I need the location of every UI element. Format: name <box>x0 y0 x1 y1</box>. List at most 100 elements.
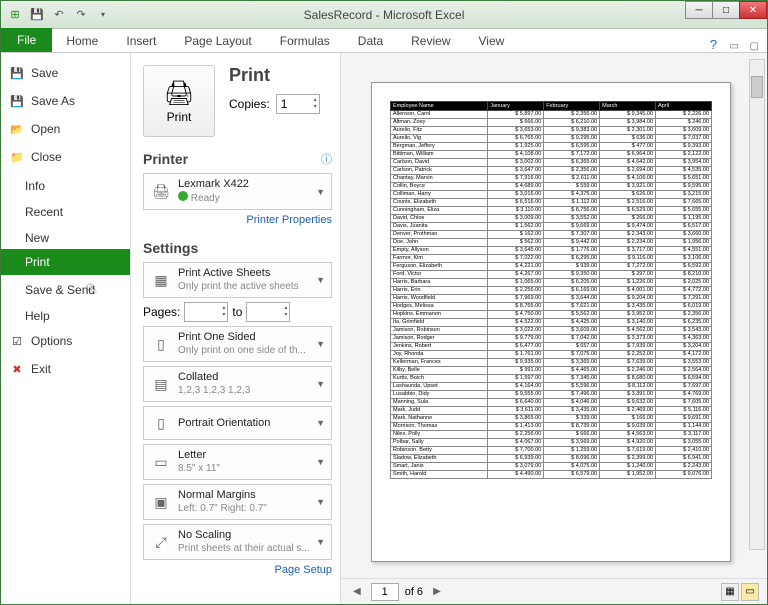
save-icon: 💾 <box>9 65 25 81</box>
tab-review[interactable]: Review <box>397 30 464 52</box>
close-icon: 📁 <box>9 149 25 165</box>
paper-title: Letter <box>178 449 220 462</box>
portrait-icon: ▯ <box>150 412 172 434</box>
sides-dropdown[interactable]: ▯ Print One SidedOnly print on one side … <box>143 326 332 362</box>
pages-from-input[interactable] <box>184 302 228 322</box>
sheets-icon: ▦ <box>150 269 172 291</box>
nav-open-label: Open <box>31 122 60 136</box>
tab-page-layout[interactable]: Page Layout <box>170 30 265 52</box>
orientation-dropdown[interactable]: ▯ Portrait Orientation ▼ <box>143 406 332 440</box>
qat-dropdown-icon[interactable]: ▾ <box>93 5 113 25</box>
print-preview: Employee NameJanuaryFebruaryMarchAprilAl… <box>341 53 767 604</box>
paper-dropdown[interactable]: ▭ Letter8.5" x 11" ▼ <box>143 444 332 480</box>
copies-input[interactable]: 1 <box>276 94 320 114</box>
scaling-title: No Scaling <box>178 529 310 542</box>
print-button-label: Print <box>167 110 192 124</box>
nav-exit[interactable]: ✖Exit <box>1 355 130 383</box>
margins-icon: ▣ <box>150 491 172 513</box>
undo-icon[interactable]: ↶ <box>49 5 69 25</box>
nav-options[interactable]: ☑ Options <box>1 327 130 355</box>
collate-icon: ▤ <box>150 373 172 395</box>
nav-open[interactable]: 📂 Open <box>1 115 130 143</box>
help-icon[interactable]: ? <box>710 37 717 52</box>
excel-icon: ⊞ <box>5 5 25 25</box>
printer-properties-link[interactable]: Printer Properties <box>143 214 332 226</box>
vertical-scrollbar[interactable] <box>749 59 765 550</box>
paper-sub: 8.5" x 11" <box>178 462 220 475</box>
chevron-down-icon: ▼ <box>316 497 325 507</box>
nav-print[interactable]: Print <box>1 249 130 275</box>
zoom-to-page-button[interactable]: ▭ <box>741 583 759 601</box>
scrollbar-thumb[interactable] <box>751 76 763 98</box>
restore-icon[interactable]: ▢ <box>750 41 759 52</box>
chevron-down-icon: ▼ <box>316 275 325 285</box>
options-icon: ☑ <box>9 333 25 349</box>
pages-to-label: to <box>232 305 242 319</box>
print-button[interactable]: 🖨 Print <box>143 65 215 137</box>
nav-recent[interactable]: Recent <box>1 197 130 223</box>
nav-save-send[interactable]: Save & Send <box>1 275 130 301</box>
nav-info[interactable]: Info <box>1 171 130 197</box>
chevron-down-icon: ▼ <box>316 339 325 349</box>
chevron-down-icon: ▼ <box>316 379 325 389</box>
printer-icon: 🖨 <box>164 79 194 108</box>
nav-options-label: Options <box>31 334 72 348</box>
scaling-sub: Print sheets at their actual s... <box>178 542 310 555</box>
minimize-ribbon-icon[interactable]: ▭ <box>730 41 739 52</box>
tab-insert[interactable]: Insert <box>112 30 170 52</box>
scaling-icon: ⤢ <box>150 531 172 553</box>
collate-sub: 1,2,3 1,2,3 1,2,3 <box>178 384 250 397</box>
sides-sub: Only print on one side of th... <box>178 344 306 357</box>
chevron-down-icon: ▼ <box>316 537 325 547</box>
copies-value: 1 <box>281 97 288 111</box>
titlebar: ⊞ 💾 ↶ ↷ ▾ SalesRecord - Microsoft Excel … <box>1 1 767 29</box>
exit-icon: ✖ <box>9 361 25 377</box>
next-page-button[interactable]: ▶ <box>429 584 445 599</box>
scaling-dropdown[interactable]: ⤢ No ScalingPrint sheets at their actual… <box>143 524 332 560</box>
nav-help[interactable]: Help <box>1 301 130 327</box>
pages-to-input[interactable] <box>246 302 290 322</box>
print-settings-panel: 🖨 Print Print Copies: 1 Printerⓘ 🖨 Lexma… <box>131 53 341 604</box>
chevron-down-icon: ▼ <box>316 457 325 467</box>
open-icon: 📂 <box>9 121 25 137</box>
tab-data[interactable]: Data <box>344 30 397 52</box>
backstage-nav: 💾Save 💾Save As 📂Open 📁Close Info Recent … <box>1 53 131 604</box>
preview-footer: ◀ 1 of 6 ▶ ▦ ▭ <box>341 578 767 604</box>
print-what-dropdown[interactable]: ▦ Print Active SheetsOnly print the acti… <box>143 262 332 298</box>
orientation-title: Portrait Orientation <box>178 417 270 430</box>
printer-info-icon[interactable]: ⓘ <box>321 151 332 167</box>
margins-title: Normal Margins <box>178 489 267 502</box>
maximize-button[interactable]: □ <box>712 1 740 19</box>
nav-save-as[interactable]: 💾Save As <box>1 87 130 115</box>
save-qat-icon[interactable]: 💾 <box>27 5 47 25</box>
tab-home[interactable]: Home <box>52 30 112 52</box>
minimize-button[interactable]: ─ <box>685 1 713 19</box>
ready-icon <box>178 191 188 201</box>
close-window-button[interactable]: ✕ <box>739 1 767 19</box>
chevron-down-icon: ▼ <box>316 418 325 428</box>
redo-icon[interactable]: ↷ <box>71 5 91 25</box>
current-page-input[interactable]: 1 <box>371 583 399 601</box>
sides-title: Print One Sided <box>178 331 306 344</box>
collate-title: Collated <box>178 371 250 384</box>
printer-device-icon: 🖨 <box>150 181 172 203</box>
show-margins-button[interactable]: ▦ <box>721 583 739 601</box>
paper-icon: ▭ <box>150 451 172 473</box>
page-setup-link[interactable]: Page Setup <box>143 564 332 576</box>
nav-close[interactable]: 📁Close <box>1 143 130 171</box>
nav-new[interactable]: New <box>1 223 130 249</box>
print-what-title: Print Active Sheets <box>178 267 299 280</box>
copies-label: Copies: <box>229 97 270 111</box>
prev-page-button[interactable]: ◀ <box>349 584 365 599</box>
margins-dropdown[interactable]: ▣ Normal MarginsLeft: 0.7" Right: 0.7" ▼ <box>143 484 332 520</box>
nav-save[interactable]: 💾 Save <box>1 59 130 87</box>
printer-dropdown[interactable]: 🖨 Lexmark X422 Ready ▼ <box>143 173 332 210</box>
nav-saveas-label: Save As <box>31 94 75 108</box>
margins-sub: Left: 0.7" Right: 0.7" <box>178 502 267 515</box>
collate-dropdown[interactable]: ▤ Collated1,2,3 1,2,3 1,2,3 ▼ <box>143 366 332 402</box>
tab-view[interactable]: View <box>465 30 519 52</box>
tab-file[interactable]: File <box>1 28 52 52</box>
tab-formulas[interactable]: Formulas <box>266 30 344 52</box>
chevron-down-icon: ▼ <box>316 187 325 197</box>
nav-save-label: Save <box>31 66 58 80</box>
